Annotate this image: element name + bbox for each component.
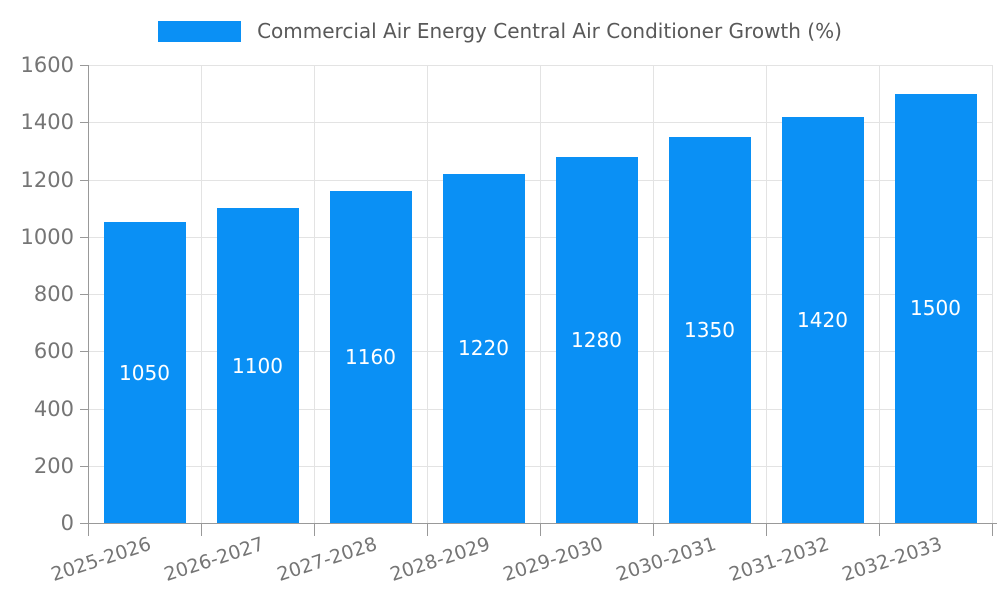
x-axis-tick <box>653 523 654 536</box>
legend-swatch[interactable] <box>158 20 242 42</box>
x-axis-line <box>88 523 997 524</box>
x-axis-tick <box>314 523 315 536</box>
bar-2031-2032: 1420 <box>781 116 864 523</box>
gridline-vertical <box>766 65 767 523</box>
y-axis-line <box>88 65 89 523</box>
y-axis-tick-label: 1200 <box>20 167 74 192</box>
y-axis-tick-label: 400 <box>33 396 74 421</box>
y-axis-tick <box>80 179 88 181</box>
gridline-vertical <box>653 65 654 523</box>
x-axis-tick <box>879 523 880 536</box>
gridline-vertical <box>540 65 541 523</box>
bar-value-label: 1280 <box>571 327 622 352</box>
x-axis-tick <box>427 523 428 536</box>
bar-value-label: 1220 <box>458 336 509 361</box>
y-axis-tick-label: 1000 <box>20 224 74 249</box>
x-axis-tick <box>992 523 993 536</box>
y-axis-tick <box>80 65 88 66</box>
y-axis-tick <box>80 122 88 124</box>
plot-area: 1050 1100 1160 1220 1280 1350 1420 1500 <box>88 65 993 523</box>
bar-2025-2026: 1050 <box>103 222 186 523</box>
bar-value-label: 1500 <box>910 296 961 321</box>
gridline-vertical <box>314 65 315 523</box>
bar-value-label: 1350 <box>684 317 735 342</box>
gridline-vertical <box>879 65 880 523</box>
gridline-vertical <box>201 65 202 523</box>
gridline-vertical <box>992 65 993 523</box>
bar-value-label: 1160 <box>345 344 396 369</box>
chart-title: Commercial Air Energy Central Air Condit… <box>257 19 842 43</box>
y-axis-tick-label: 600 <box>33 339 74 364</box>
bar-2026-2027: 1100 <box>216 208 299 523</box>
bar-2032-2033: 1500 <box>894 93 977 523</box>
y-axis-tick <box>80 351 88 353</box>
y-axis-tick-label: 1400 <box>20 110 74 135</box>
x-axis-tick <box>766 523 767 536</box>
y-axis-tick <box>80 408 88 410</box>
x-axis-tick <box>540 523 541 536</box>
y-axis-tick-label: 1600 <box>20 53 74 77</box>
y-axis-tick-label: 0 <box>60 511 74 535</box>
bar-2029-2030: 1280 <box>555 156 638 523</box>
y-axis-tick <box>80 465 88 467</box>
gridline-vertical <box>427 65 428 523</box>
x-axis-tick <box>201 523 202 536</box>
y-axis-tick <box>80 294 88 295</box>
bar-value-label: 1420 <box>797 307 848 332</box>
y-axis-tick <box>80 236 88 238</box>
bar-2028-2029: 1220 <box>442 173 525 523</box>
y-axis-tick <box>80 523 88 524</box>
bar-value-label: 1050 <box>119 360 170 385</box>
x-axis-tick <box>88 523 89 536</box>
bar-2030-2031: 1350 <box>668 136 751 523</box>
y-axis-tick-label: 200 <box>33 453 74 478</box>
bar-value-label: 1100 <box>232 353 283 378</box>
bar-2027-2028: 1160 <box>329 190 412 523</box>
chart-legend: Commercial Air Energy Central Air Condit… <box>0 14 1000 48</box>
y-axis-tick-label: 800 <box>33 282 74 306</box>
